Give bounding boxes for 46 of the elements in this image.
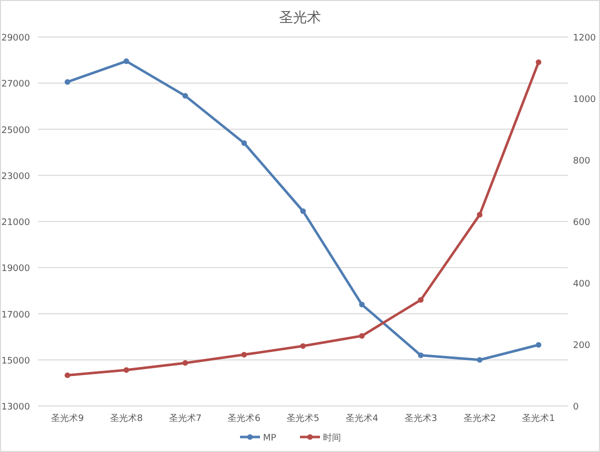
point xyxy=(418,297,424,303)
y2-tick-label: 1000 xyxy=(573,95,596,105)
y-tick-label: 25000 xyxy=(1,126,30,136)
point xyxy=(64,372,70,378)
point xyxy=(124,367,130,373)
y-tick-label: 15000 xyxy=(1,356,30,366)
x-tick-label: 圣光术5 xyxy=(286,413,320,424)
y-tick-label: 29000 xyxy=(1,34,30,44)
x-tick-label: 圣光术1 xyxy=(522,413,555,424)
x-tick-label: 圣光术6 xyxy=(228,413,261,424)
y2-tick-label: 400 xyxy=(573,280,590,290)
point xyxy=(476,357,482,363)
x-tick-label: 圣光术9 xyxy=(51,413,84,424)
y2-tick-label: 1200 xyxy=(573,34,596,44)
x-tick-label: 圣光术2 xyxy=(463,413,496,424)
y2-tick-label: 600 xyxy=(573,218,590,228)
y-tick-label: 19000 xyxy=(1,264,30,274)
point xyxy=(359,333,365,339)
point xyxy=(536,59,542,66)
point xyxy=(241,352,247,358)
point xyxy=(418,352,424,358)
y2-tick-label: 0 xyxy=(573,402,579,412)
legend-label: MP xyxy=(263,434,277,444)
x-tick-label: 圣光术8 xyxy=(110,413,143,424)
y-tick-label: 21000 xyxy=(1,218,30,228)
point xyxy=(64,79,70,85)
point xyxy=(300,208,306,214)
point xyxy=(241,140,247,146)
point xyxy=(300,343,306,349)
y2-tick-label: 800 xyxy=(573,156,590,166)
x-tick-label: 圣光术4 xyxy=(346,413,379,424)
x-tick-label: 圣光术3 xyxy=(404,413,438,424)
chart-title: 圣光术 xyxy=(279,10,321,26)
y-tick-label: 23000 xyxy=(1,172,30,182)
point xyxy=(476,212,482,218)
legend-label: 时间 xyxy=(323,432,341,444)
point xyxy=(182,360,188,366)
point xyxy=(124,58,130,64)
y-tick-label: 27000 xyxy=(1,80,30,90)
y-tick-label: 13000 xyxy=(1,402,30,412)
point xyxy=(536,342,542,348)
point xyxy=(359,302,365,308)
x-tick-label: 圣光术7 xyxy=(168,413,202,424)
y-tick-label: 17000 xyxy=(1,310,30,320)
y2-tick-label: 200 xyxy=(573,341,590,351)
point xyxy=(182,93,188,99)
